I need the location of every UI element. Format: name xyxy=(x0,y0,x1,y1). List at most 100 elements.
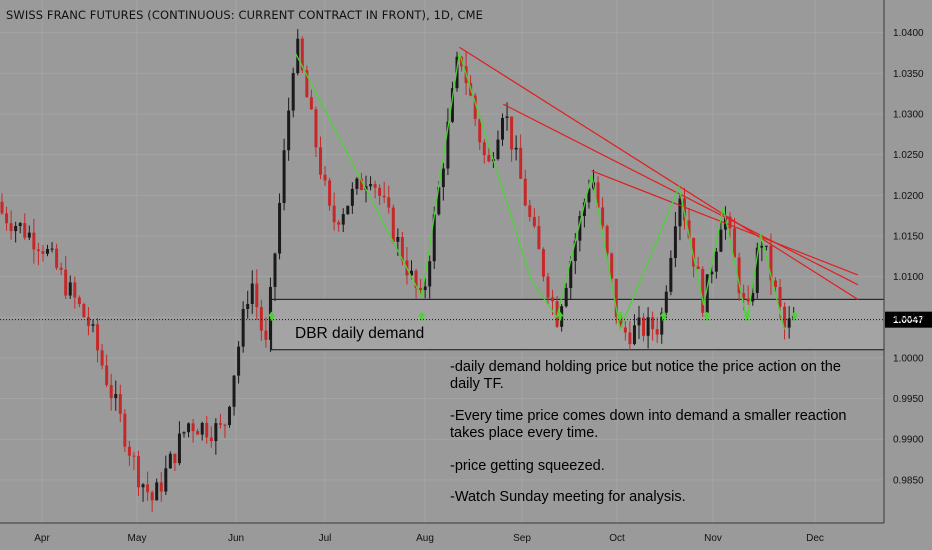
demand-zone-rect xyxy=(271,298,885,351)
y-tick-label: 1.0350 xyxy=(893,69,924,80)
candle-body xyxy=(532,216,536,227)
candle-body xyxy=(32,232,36,250)
candle-body xyxy=(328,180,332,206)
up-arrow-shape xyxy=(267,311,276,321)
x-axis[interactable]: Apr May Jun Jul Aug Sep Oct Nov Dec xyxy=(0,522,884,544)
demand-arrow-group xyxy=(267,311,799,321)
candle-body xyxy=(523,178,527,206)
candle-body xyxy=(632,325,636,345)
last-price-tag xyxy=(885,311,932,328)
candle-body xyxy=(9,223,13,232)
candle-body xyxy=(419,287,423,290)
candle-body xyxy=(787,318,791,328)
candle-body xyxy=(14,225,18,232)
candle-body xyxy=(255,283,259,308)
demand-zone-label: DBR daily demand xyxy=(295,325,425,342)
candle-body xyxy=(264,330,268,340)
candle-body xyxy=(501,117,504,140)
x-tick-label: Sep xyxy=(513,533,531,544)
candle-body xyxy=(36,249,40,252)
candle-body xyxy=(651,317,655,330)
candle-body xyxy=(446,121,450,169)
candle-body xyxy=(619,317,623,328)
candle-body xyxy=(150,492,154,501)
note-price-squeezed: -price getting squeezed. xyxy=(450,458,605,474)
y-tick-label: 1.0200 xyxy=(893,191,924,202)
candle-body xyxy=(41,251,45,254)
candle-body xyxy=(241,309,245,347)
candle-body xyxy=(528,205,532,217)
candle-body xyxy=(228,406,231,426)
candle-body xyxy=(714,251,718,272)
candle-body xyxy=(123,413,127,447)
candle-body xyxy=(687,220,691,238)
candle-body xyxy=(82,304,86,318)
candle-body xyxy=(432,214,436,262)
candle-body xyxy=(137,456,140,488)
candle-body xyxy=(350,188,354,206)
candle-body xyxy=(623,327,627,333)
y-tick-label: 1.0050 xyxy=(893,313,924,324)
candle-body xyxy=(319,147,322,175)
up-arrow-shape xyxy=(790,311,799,321)
y-tick-label: 0.9850 xyxy=(893,475,924,486)
candle-body xyxy=(692,237,696,267)
candle-body xyxy=(701,268,705,313)
candle-body xyxy=(733,228,737,258)
candle-body xyxy=(177,433,181,464)
candle-body xyxy=(478,118,482,143)
zigzag-swing-line xyxy=(294,52,786,332)
candle-body xyxy=(669,257,673,292)
candle-body xyxy=(514,147,518,150)
up-arrow-shape xyxy=(743,311,751,321)
candle-body xyxy=(428,261,432,287)
candle-body xyxy=(77,297,81,305)
candle-body xyxy=(369,184,373,187)
candle-body xyxy=(246,303,250,310)
candle-body xyxy=(519,147,523,179)
y-tick-label: 1.0300 xyxy=(893,109,924,120)
candle-body xyxy=(705,274,709,313)
candle-body xyxy=(278,202,282,254)
last-price-line: 1.0047 xyxy=(0,311,932,328)
candle-body xyxy=(159,482,163,492)
candle-body xyxy=(282,150,286,203)
candle-body xyxy=(396,237,400,242)
candle-body xyxy=(510,116,514,150)
y-tick-label: 1.0100 xyxy=(893,272,924,283)
candle-body xyxy=(737,257,741,294)
up-arrow-icon xyxy=(743,311,751,321)
candle-body xyxy=(778,287,782,307)
candle-body xyxy=(391,207,395,242)
candle-body xyxy=(305,70,309,98)
candle-body xyxy=(578,216,582,241)
candle-body xyxy=(482,142,486,156)
up-arrow-icon xyxy=(659,311,668,321)
x-tick-label: Jun xyxy=(228,533,244,544)
candle-body xyxy=(314,109,318,148)
y-tick-label: 1.0000 xyxy=(893,353,924,364)
candle-body xyxy=(551,297,555,302)
candle-body xyxy=(673,226,677,258)
candle-body xyxy=(664,291,668,313)
candle-body xyxy=(450,88,454,122)
candle-body xyxy=(387,197,391,208)
candle-body xyxy=(637,317,641,326)
last-price-value: 1.0047 xyxy=(893,315,924,326)
candle-body xyxy=(373,184,377,188)
candle-body xyxy=(683,198,686,221)
candle-body xyxy=(728,216,732,229)
y-axis[interactable]: 1.0400 1.0350 1.0300 1.0250 1.0200 1.0150 1.01… xyxy=(883,0,924,523)
candle-body xyxy=(209,437,213,442)
candle-body xyxy=(614,278,618,318)
candle-body xyxy=(46,248,49,254)
candle-body xyxy=(742,293,746,299)
candle-body xyxy=(437,187,441,215)
chart-grid xyxy=(0,0,884,523)
candle-body xyxy=(569,261,573,288)
candle-body xyxy=(746,298,750,302)
candle-body xyxy=(382,195,386,198)
candle-body xyxy=(601,207,605,227)
candle-body xyxy=(64,269,68,296)
